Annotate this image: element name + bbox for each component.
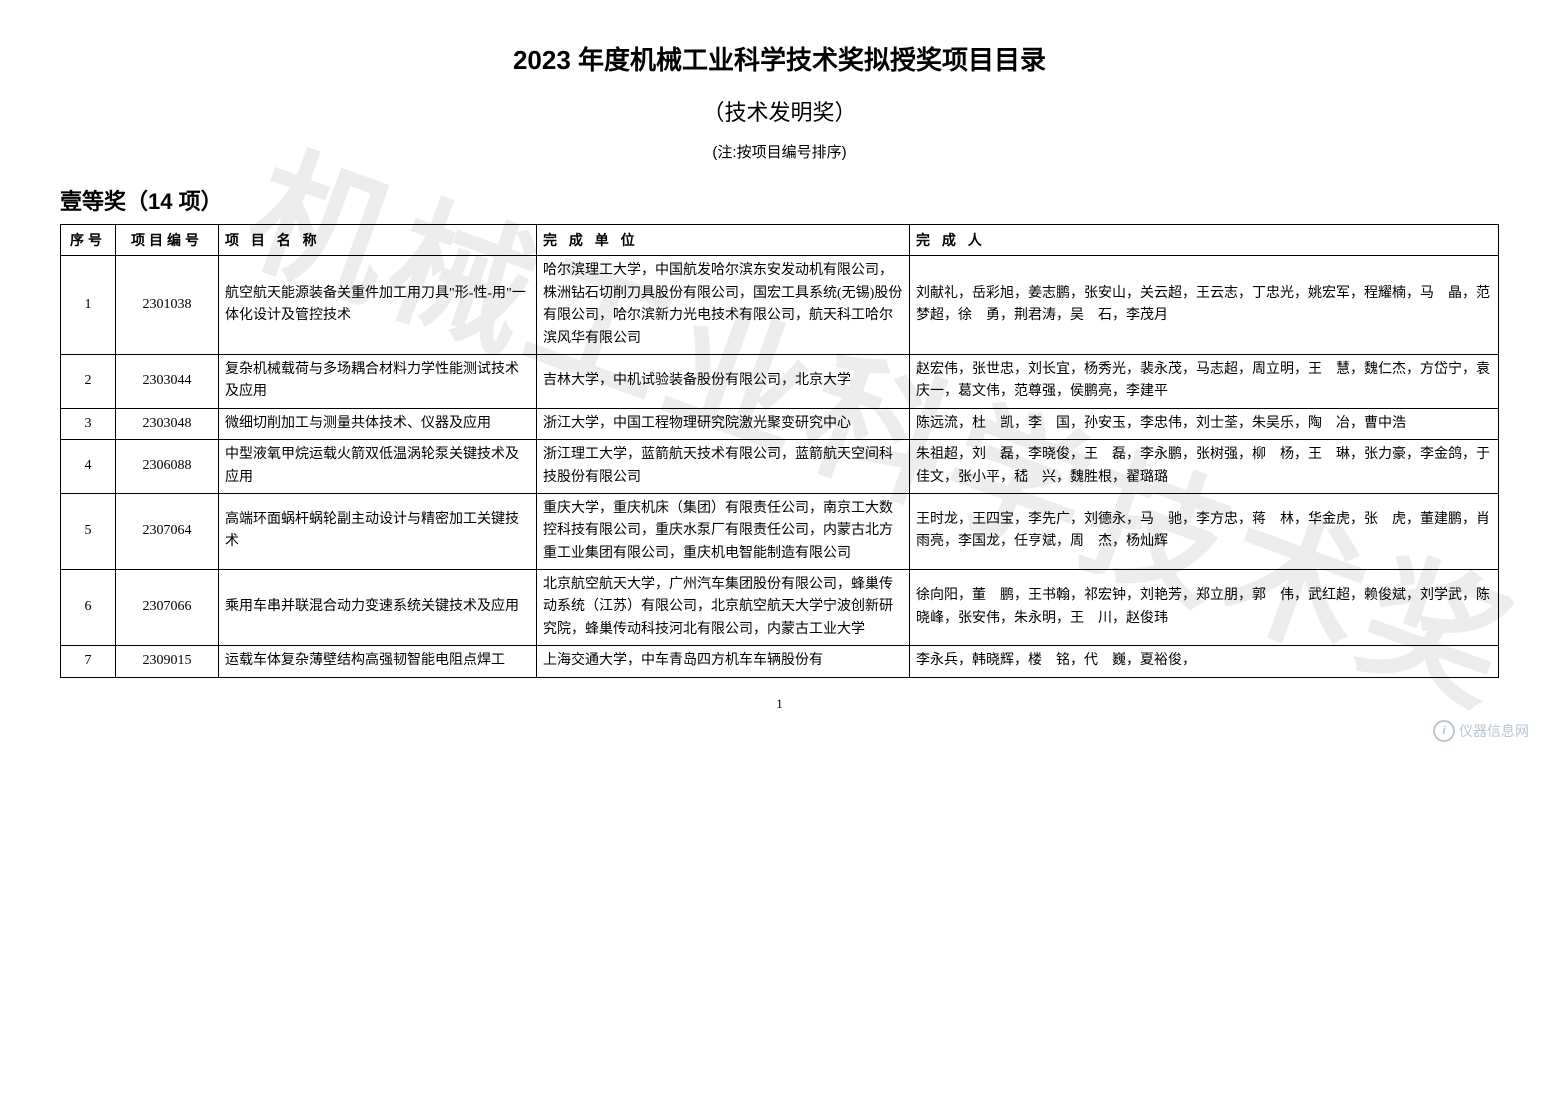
cell-people: 徐向阳，董 鹏，王书翰，祁宏钟，刘艳芳，郑立朋，郭 伟，武红超，赖俊斌，刘学武，… xyxy=(910,570,1499,646)
cell-code: 2307066 xyxy=(116,570,219,646)
cell-code: 2303048 xyxy=(116,408,219,439)
cell-name: 微细切削加工与测量共体技术、仪器及应用 xyxy=(219,408,537,439)
col-header-seq: 序号 xyxy=(61,225,116,256)
cell-org: 哈尔滨理工大学，中国航发哈尔滨东安发动机有限公司，株洲钻石切削刀具股份有限公司，… xyxy=(537,256,910,355)
cell-seq: 6 xyxy=(61,570,116,646)
cell-seq: 3 xyxy=(61,408,116,439)
page-title: 2023 年度机械工业科学技术奖拟授奖项目目录 xyxy=(60,40,1499,77)
cell-seq: 1 xyxy=(61,256,116,355)
cell-name: 航空航天能源装备关重件加工用刀具"形-性-用"一体化设计及管控技术 xyxy=(219,256,537,355)
cell-name: 乘用车串并联混合动力变速系统关键技术及应用 xyxy=(219,570,537,646)
cell-seq: 4 xyxy=(61,440,116,494)
cell-code: 2306088 xyxy=(116,440,219,494)
cell-org: 北京航空航天大学，广州汽车集团股份有限公司，蜂巢传动系统（江苏）有限公司，北京航… xyxy=(537,570,910,646)
cell-seq: 2 xyxy=(61,354,116,408)
col-header-name: 项 目 名 称 xyxy=(219,225,537,256)
table-row: 7 2309015 运载车体复杂薄壁结构高强韧智能电阻点焊工 上海交通大学，中车… xyxy=(61,646,1499,677)
table-header-row: 序号 项目编号 项 目 名 称 完 成 单 位 完 成 人 xyxy=(61,225,1499,256)
award-table: 序号 项目编号 项 目 名 称 完 成 单 位 完 成 人 1 2301038 … xyxy=(60,224,1499,678)
table-row: 5 2307064 高端环面蜗杆蜗轮副主动设计与精密加工关键技术 重庆大学，重庆… xyxy=(61,493,1499,569)
page-note: (注:按项目编号排序) xyxy=(60,141,1499,162)
table-row: 6 2307066 乘用车串并联混合动力变速系统关键技术及应用 北京航空航天大学… xyxy=(61,570,1499,646)
table-row: 1 2301038 航空航天能源装备关重件加工用刀具"形-性-用"一体化设计及管… xyxy=(61,256,1499,355)
section-heading: 壹等奖（14 项） xyxy=(60,184,1499,216)
cell-code: 2309015 xyxy=(116,646,219,677)
cell-org: 浙江大学，中国工程物理研究院激光聚变研究中心 xyxy=(537,408,910,439)
cell-people: 陈远流，杜 凯，李 国，孙安玉，李忠伟，刘士荃，朱吴乐，陶 冶，曹中浩 xyxy=(910,408,1499,439)
cell-code: 2307064 xyxy=(116,493,219,569)
col-header-code: 项目编号 xyxy=(116,225,219,256)
col-header-org: 完 成 单 位 xyxy=(537,225,910,256)
cell-seq: 7 xyxy=(61,646,116,677)
cell-name: 运载车体复杂薄壁结构高强韧智能电阻点焊工 xyxy=(219,646,537,677)
cell-people: 王时龙，王四宝，李先广，刘德永，马 驰，李方忠，蒋 林，华金虎，张 虎，董建鹏，… xyxy=(910,493,1499,569)
cell-people: 刘献礼，岳彩旭，姜志鹏，张安山，关云超，王云志，丁忠光，姚宏军，程耀楠，马 晶，… xyxy=(910,256,1499,355)
footer-brand: i 仪器信息网 xyxy=(1433,720,1529,742)
cell-name: 复杂机械载荷与多场耦合材料力学性能测试技术及应用 xyxy=(219,354,537,408)
cell-people: 朱祖超，刘 磊，李晓俊，王 磊，李永鹏，张树强，柳 杨，王 琳，张力豪，李金鸽，… xyxy=(910,440,1499,494)
cell-seq: 5 xyxy=(61,493,116,569)
page-subtitle: （技术发明奖） xyxy=(60,95,1499,127)
cell-people: 赵宏伟，张世忠，刘长宜，杨秀光，裴永茂，马志超，周立明，王 慧，魏仁杰，方岱宁，… xyxy=(910,354,1499,408)
table-row: 2 2303044 复杂机械载荷与多场耦合材料力学性能测试技术及应用 吉林大学，… xyxy=(61,354,1499,408)
cell-org: 上海交通大学，中车青岛四方机车车辆股份有 xyxy=(537,646,910,677)
cell-code: 2301038 xyxy=(116,256,219,355)
cell-org: 浙江理工大学，蓝箭航天技术有限公司，蓝箭航天空间科技股份有限公司 xyxy=(537,440,910,494)
cell-code: 2303044 xyxy=(116,354,219,408)
cell-name: 中型液氧甲烷运载火箭双低温涡轮泵关键技术及应用 xyxy=(219,440,537,494)
table-row: 4 2306088 中型液氧甲烷运载火箭双低温涡轮泵关键技术及应用 浙江理工大学… xyxy=(61,440,1499,494)
table-row: 3 2303048 微细切削加工与测量共体技术、仪器及应用 浙江大学，中国工程物… xyxy=(61,408,1499,439)
footer-logo-icon: i xyxy=(1433,720,1455,742)
cell-org: 重庆大学，重庆机床（集团）有限责任公司，南京工大数控科技有限公司，重庆水泵厂有限… xyxy=(537,493,910,569)
cell-org: 吉林大学，中机试验装备股份有限公司，北京大学 xyxy=(537,354,910,408)
footer-brand-text: 仪器信息网 xyxy=(1459,721,1529,741)
col-header-people: 完 成 人 xyxy=(910,225,1499,256)
cell-name: 高端环面蜗杆蜗轮副主动设计与精密加工关键技术 xyxy=(219,493,537,569)
page-number: 1 xyxy=(60,696,1499,712)
cell-people: 李永兵，韩晓辉，楼 铭，代 巍，夏裕俊， xyxy=(910,646,1499,677)
